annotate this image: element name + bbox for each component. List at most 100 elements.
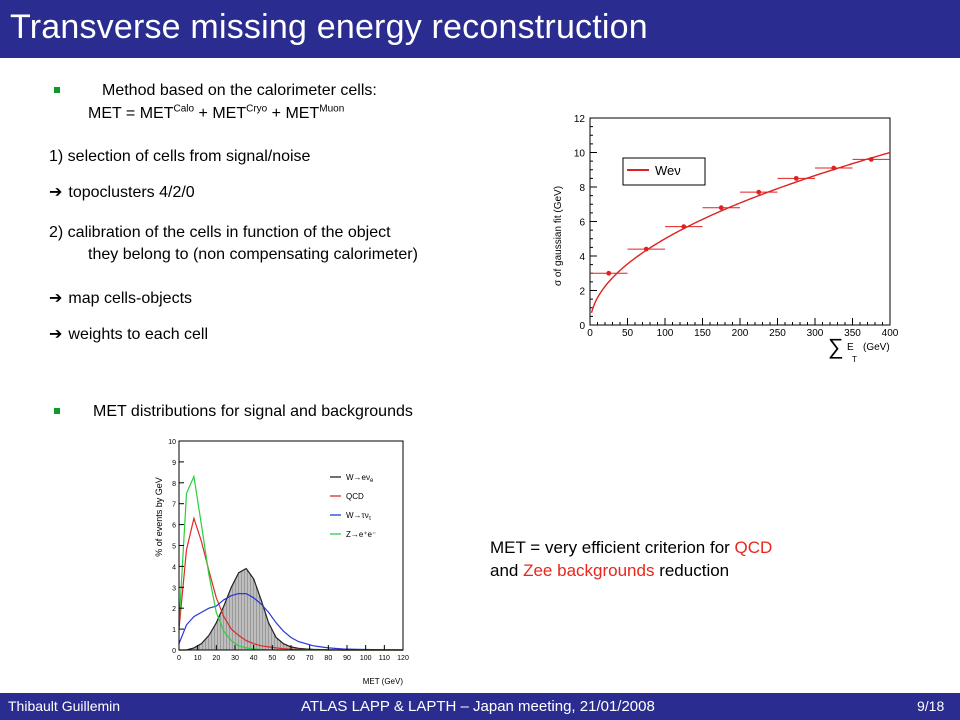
chart1-x-tick-label: 200 bbox=[732, 328, 749, 339]
chart2-x-tick-label: 80 bbox=[324, 655, 332, 662]
conclusion-zee: Zee backgrounds bbox=[523, 561, 655, 580]
conclusion-qcd: QCD bbox=[734, 538, 773, 557]
chart1-data-point bbox=[643, 246, 649, 252]
chart1-y-tick-label: 2 bbox=[579, 287, 585, 298]
chart1-data-point bbox=[718, 205, 724, 211]
chart2-y-tick-label: 0 bbox=[172, 648, 176, 655]
chart2-y-tick-label: 7 bbox=[172, 502, 176, 509]
chart2-y-tick-label: 6 bbox=[172, 523, 176, 530]
step-1: 1) selection of cells from signal/noise bbox=[49, 148, 311, 165]
chart1-ylabel: σ of gaussian fit (GeV) bbox=[553, 186, 564, 286]
chart1-x-tick-label: 50 bbox=[622, 328, 634, 339]
met-eq-cryo: Cryo bbox=[246, 103, 268, 115]
chart1-y-tick-label: 4 bbox=[579, 252, 585, 263]
chart2-x-tick-label: 110 bbox=[379, 655, 390, 662]
met-eq-muon: Muon bbox=[319, 103, 345, 115]
chart1-y-tick-label: 0 bbox=[579, 321, 585, 332]
conclusion-p1: MET = very efficient criterion for bbox=[490, 538, 735, 557]
chart2-x-tick-label: 60 bbox=[287, 655, 295, 662]
chart2-y-tick-label: 10 bbox=[168, 439, 176, 446]
chart2-x-tick-label: 70 bbox=[306, 655, 314, 662]
chart1-xlabel-e: E bbox=[847, 342, 854, 353]
step-2b-text: weights to each cell bbox=[68, 326, 209, 343]
chart1-x-tick-label: 150 bbox=[694, 328, 711, 339]
chart1-y-tick-label: 6 bbox=[579, 218, 585, 229]
chart2-series-line bbox=[178, 593, 404, 651]
bullet-met-distributions: MET distributions for signal and backgro… bbox=[93, 403, 413, 420]
met-distribution-chart: 0 10 20 30 40 50 60 70 80 90 100 110 120 0 1 2 3 4 5 6 7 8 9 10… bbox=[145, 435, 415, 687]
chart2-legend-label: W→τντ bbox=[346, 511, 372, 522]
slide-title: Transverse missing energy reconstruction bbox=[10, 8, 648, 46]
chart2-ylabel: % of events by GeV bbox=[154, 477, 164, 557]
chart2-x-tick-label: 0 bbox=[177, 655, 181, 662]
chart2-y-tick-label: 1 bbox=[172, 627, 176, 634]
conclusion-p3: reduction bbox=[654, 561, 730, 580]
step-1a: ➔ topoclusters 4/2/0 bbox=[49, 182, 195, 203]
step-2b: ➔ weights to each cell bbox=[49, 324, 208, 345]
step-1a-text: topoclusters 4/2/0 bbox=[68, 184, 195, 201]
step-2-line2: they belong to (non compensating calorim… bbox=[88, 246, 418, 263]
chart1-data-point bbox=[606, 270, 612, 276]
step-2a-text: map cells-objects bbox=[68, 290, 193, 307]
chart1-data-point bbox=[831, 165, 837, 171]
conclusion-line-2: and Zee backgrounds reduction bbox=[490, 561, 729, 581]
chart1-data-point bbox=[868, 157, 874, 162]
chart2-legend-label: W→eνe bbox=[346, 473, 374, 484]
chart1-data-point bbox=[756, 189, 762, 195]
footer-author: Thibault Guillemin bbox=[8, 698, 121, 714]
chart1-data-point bbox=[681, 224, 687, 230]
chart2-legend-label: Z→e⁺e⁻ bbox=[346, 530, 376, 539]
chart2-y-tick-label: 4 bbox=[172, 564, 176, 571]
step-2a: ➔ map cells-objects bbox=[49, 288, 192, 309]
met-eq-plus2: + MET bbox=[267, 105, 320, 122]
bullet-method: Method based on the calorimeter cells: bbox=[102, 82, 377, 99]
chart2-legend-label: QCD bbox=[346, 492, 364, 501]
footer-bar: Thibault Guillemin ATLAS LAPP & LAPTH – … bbox=[0, 693, 960, 720]
chart2-y-tick-label: 5 bbox=[172, 544, 176, 551]
chart2-y-tick-label: 2 bbox=[172, 606, 176, 613]
chart2-x-tick-label: 10 bbox=[194, 655, 202, 662]
chart2-x-tick-label: 120 bbox=[397, 655, 409, 662]
chart2-y-tick-label: 8 bbox=[172, 481, 176, 488]
footer-page: 9/18 bbox=[917, 698, 945, 714]
met-eq-plus1: + MET bbox=[194, 105, 247, 122]
chart1-y-tick-label: 8 bbox=[579, 183, 585, 194]
chart2-x-tick-label: 40 bbox=[250, 655, 258, 662]
chart2-xlabel: MET (GeV) bbox=[363, 677, 404, 686]
chart1-x-tick-label: 250 bbox=[769, 328, 786, 339]
chart1-x-tick-label: 350 bbox=[844, 328, 861, 339]
chart2-x-tick-label: 20 bbox=[212, 655, 220, 662]
chart2-x-tick-label: 100 bbox=[360, 655, 372, 662]
chart1-fit-curve bbox=[590, 151, 891, 314]
bullet-marker-2 bbox=[54, 408, 60, 414]
footer-meeting: ATLAS LAPP & LAPTH – Japan meeting, 21/0… bbox=[301, 698, 655, 715]
bullet-marker-1 bbox=[54, 87, 60, 93]
chart1-x-tick-label: 0 bbox=[587, 328, 593, 339]
met-eq-calo: Calo bbox=[173, 103, 195, 115]
arrow-icon: ➔ bbox=[49, 324, 63, 343]
title-bar: Transverse missing energy reconstruction bbox=[0, 0, 960, 58]
chart2-x-tick-label: 50 bbox=[268, 655, 276, 662]
chart1-y-tick-label: 12 bbox=[574, 114, 586, 125]
met-eq-prefix: MET = MET bbox=[88, 105, 174, 122]
met-equation: MET = METCalo + METCryo + METMuon bbox=[88, 104, 344, 124]
conclusion-p2: and bbox=[490, 561, 524, 580]
chart1-xlabel-sum: ∑ bbox=[828, 334, 844, 359]
chart1-legend-label: Weν bbox=[655, 163, 681, 178]
step-2-line1: 2) calibration of the cells in function … bbox=[49, 224, 391, 241]
chart2-x-tick-label: 90 bbox=[343, 655, 351, 662]
chart1-xlabel-unit: (GeV) bbox=[863, 342, 890, 353]
conclusion-line-1: MET = very efficient criterion for QCD bbox=[490, 538, 772, 558]
chart2-y-tick-label: 3 bbox=[172, 585, 176, 592]
chart2-signal-fill bbox=[179, 568, 403, 650]
arrow-icon: ➔ bbox=[49, 288, 63, 307]
chart1-y-tick-label: 10 bbox=[574, 149, 586, 160]
chart1-xlabel-t: T bbox=[852, 355, 857, 364]
chart2-x-tick-label: 30 bbox=[231, 655, 239, 662]
chart1-data-point bbox=[793, 175, 799, 181]
chart1-x-tick-label: 100 bbox=[657, 328, 674, 339]
chart1-x-tick-label: 400 bbox=[882, 328, 899, 339]
chart1-x-tick-label: 300 bbox=[807, 328, 824, 339]
chart2-y-tick-label: 9 bbox=[172, 460, 176, 467]
chart1-legend-box bbox=[622, 157, 706, 186]
